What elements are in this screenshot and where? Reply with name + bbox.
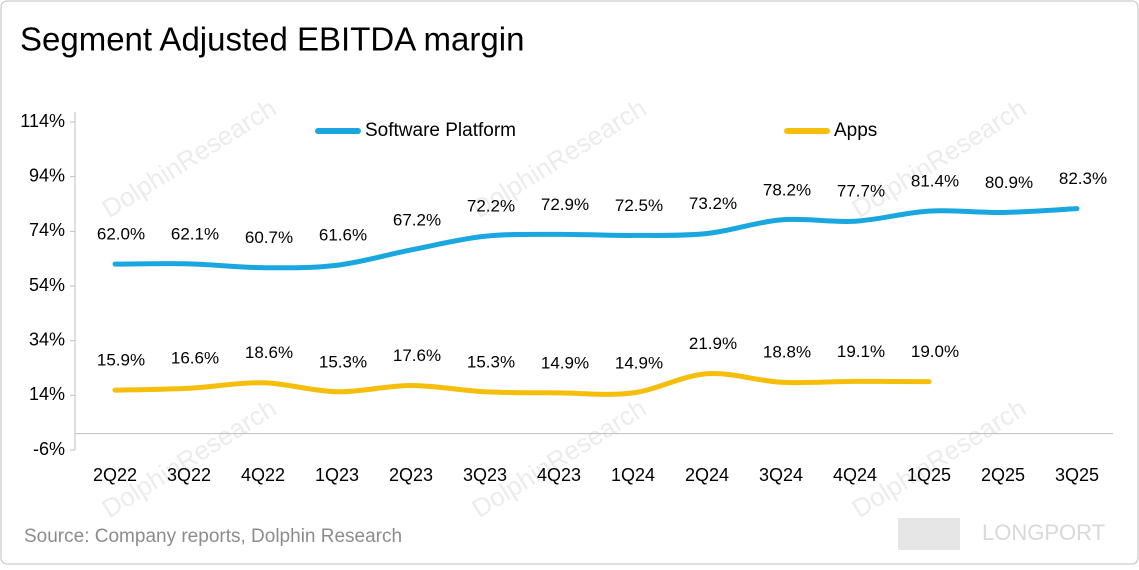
legend-label: Software Platform [365,120,516,141]
series-line [112,371,932,397]
data-label: 61.6% [319,226,367,245]
data-label: 19.1% [837,342,885,361]
data-label: 16.6% [171,349,219,368]
data-label: 72.2% [467,197,515,216]
y-tick-label: 14% [29,384,65,404]
data-label: 18.6% [245,343,293,362]
data-label: 72.9% [541,195,589,214]
x-tick-label: 2Q24 [685,465,729,485]
data-label: 81.4% [911,172,959,191]
y-tick-label: -6% [33,439,65,459]
x-tick-label: 4Q23 [537,465,581,485]
y-tick-label: 74% [29,220,65,240]
x-tick-label: 2Q23 [389,465,433,485]
data-label: 21.9% [689,334,737,353]
data-label: 78.2% [763,180,811,199]
x-tick-label: 3Q24 [759,465,803,485]
data-label: 72.5% [615,196,663,215]
y-tick-label: 114% [20,111,65,131]
data-label: 80.9% [985,173,1033,192]
data-label: 73.2% [689,194,737,213]
series-line [112,206,1080,271]
data-label: 62.1% [171,224,219,243]
source: Source: Company reports, Dolphin Researc… [24,526,402,547]
x-tick-label: 2Q22 [93,465,137,485]
data-label: 60.7% [245,228,293,247]
data-label: 19.0% [911,342,959,361]
data-label: 67.2% [393,210,441,229]
x-tick-label: 1Q23 [315,465,359,485]
y-tick-label: 94% [29,165,65,185]
data-label: 15.3% [319,352,367,371]
chart-title: Segment Adjusted EBITDA margin [20,21,524,58]
legend-label: Apps [834,120,877,141]
x-tick-label: 4Q24 [833,465,877,485]
y-tick-label: 34% [29,329,65,349]
x-tick-label: 4Q22 [241,465,285,485]
data-label: 82.3% [1059,169,1107,188]
data-label: 14.9% [541,353,589,372]
x-tick-label: 2Q25 [981,465,1025,485]
data-label: 15.9% [97,351,145,370]
y-tick-label: 54% [29,275,65,295]
data-label: 18.8% [763,343,811,362]
logo: LONGPORT [982,520,1105,545]
data-label: 15.3% [467,352,515,371]
x-tick-label: 3Q25 [1055,465,1099,485]
x-tick-label: 1Q25 [907,465,951,485]
data-label: 17.6% [393,346,441,365]
data-label: 62.0% [97,225,145,244]
x-tick-label: 1Q24 [611,465,655,485]
data-label: 77.7% [837,182,885,201]
x-tick-label: 3Q22 [167,465,211,485]
data-label: 14.9% [615,353,663,372]
logo-icon [898,518,960,550]
x-tick-label: 3Q23 [463,465,507,485]
